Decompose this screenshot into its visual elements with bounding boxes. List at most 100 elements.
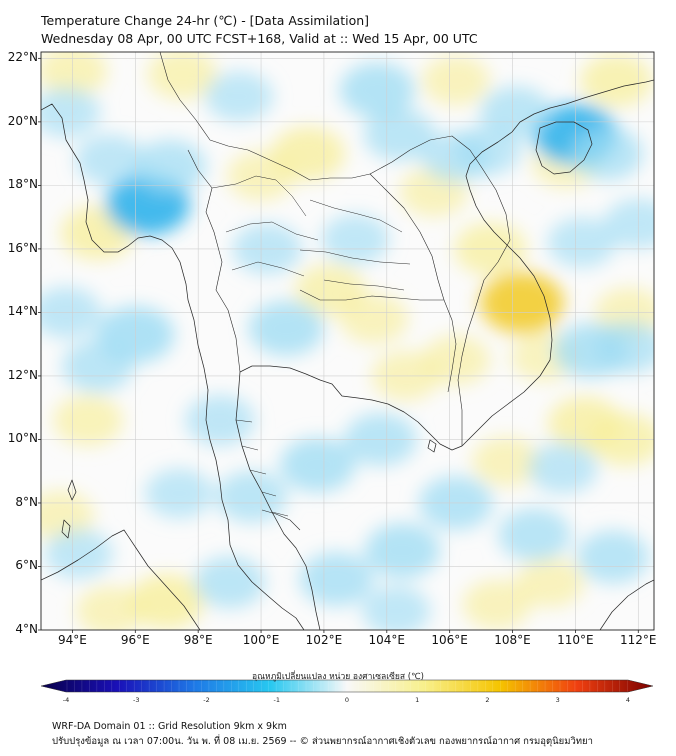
colorbar-tick-label: -2 — [203, 696, 210, 704]
lat-label: 6°N — [15, 558, 38, 573]
colorbar-tick-label: 4 — [625, 696, 631, 704]
warm-anomaly-23 — [421, 55, 491, 106]
colorbar-title: อุณหภูมิเปลี่ยนแปลง หน่วย องศาเซลเซียส (… — [252, 672, 424, 682]
southern-thailand-provinces — [235, 419, 289, 517]
colorbar-outline — [40, 679, 654, 693]
cool-anomaly-39 — [194, 556, 266, 609]
cool-anomaly-40 — [216, 470, 288, 523]
warm-anomaly-7 — [480, 272, 564, 334]
lat-label: 10°N — [7, 431, 38, 446]
lon-label: 104°E — [368, 633, 406, 647]
cambodia-vietnam-border — [457, 279, 485, 446]
cool-anomaly-50 — [527, 442, 598, 494]
warm-anomaly-13 — [472, 436, 541, 487]
vietnam-coastline — [461, 131, 553, 447]
warm-anomaly-20 — [516, 557, 585, 608]
borneo-coastline — [599, 579, 654, 630]
lat-label: 16°N — [7, 240, 38, 255]
gulf-of-thailand-coast — [239, 365, 463, 451]
lat-label: 8°N — [15, 494, 38, 509]
lon-label: 110°E — [557, 633, 594, 647]
lat-label: 12°N — [7, 367, 38, 382]
cool-anomaly-59 — [204, 71, 274, 122]
cool-anomaly-36 — [364, 523, 441, 579]
cool-anomaly-47 — [453, 125, 522, 176]
thailand-cambodia-border — [299, 289, 457, 393]
andaman-islands — [61, 479, 77, 539]
cool-anomaly-32 — [61, 340, 134, 393]
cool-anomaly-30 — [570, 127, 644, 181]
cool-anomaly-28 — [75, 134, 146, 186]
graticule — [41, 52, 654, 630]
phu-quoc-island — [427, 439, 437, 453]
cool-anomaly-43 — [339, 62, 416, 118]
cool-anomaly-42 — [145, 468, 214, 519]
warm-anomaly-17 — [75, 585, 145, 630]
myanmar-china-border — [159, 52, 249, 151]
lon-label: 102°E — [305, 633, 343, 647]
cool-anomaly-27 — [133, 139, 207, 193]
hainan-island — [535, 121, 593, 175]
cool-anomaly-46 — [480, 86, 552, 139]
warm-anomaly-0 — [41, 52, 108, 97]
cool-anomaly-58 — [321, 214, 390, 265]
south-china-coastline — [511, 79, 654, 133]
laos-vietnam-border — [369, 135, 511, 281]
lat-label: 14°N — [7, 304, 38, 319]
lat-label: 18°N — [7, 177, 38, 192]
axis-ticks — [38, 57, 639, 633]
cool-anomaly-34 — [279, 437, 356, 493]
lon-label: 100°E — [242, 633, 280, 647]
malaysia-thailand-border — [261, 509, 301, 531]
cool-anomaly-52 — [576, 530, 650, 584]
cool-anomaly-49 — [593, 321, 654, 374]
warm-anomaly-19 — [462, 579, 532, 630]
warm-anomaly-16 — [129, 573, 205, 629]
sumatra-coastline — [41, 529, 201, 630]
colorbar-stripes — [66, 680, 628, 692]
lon-label: 94°E — [57, 633, 87, 647]
colorbar-tick-label: -4 — [62, 696, 70, 704]
chart-title-line-2: Wednesday 08 Apr, 00 UTC FCST+168, Valid… — [41, 31, 478, 46]
colorbar-tick-label: -3 — [133, 696, 140, 704]
cool-anomaly-41 — [185, 394, 256, 446]
cool-anomaly-56 — [41, 87, 101, 138]
warm-anomaly-1 — [147, 52, 218, 100]
colorbar-tick-label: 2 — [485, 696, 490, 704]
chart-title-line-1: Temperature Change 24-hr (℃) - [Data Ass… — [41, 13, 370, 28]
cool-anomaly-54 — [604, 198, 654, 249]
cool-anomaly-38 — [299, 552, 374, 607]
lat-label: 22°N — [7, 50, 38, 65]
cool-anomaly-61 — [362, 585, 431, 630]
warm-anomaly-5 — [340, 293, 409, 344]
northeast-thailand-provinces — [299, 199, 411, 291]
colorbar — [40, 679, 654, 693]
footer-model-info: WRF-DA Domain 01 :: Grid Resolution 9km … — [52, 721, 287, 732]
warm-anomaly-21 — [579, 54, 653, 108]
cool-anomaly-60 — [44, 528, 113, 579]
colorbar-tick-label: 0 — [344, 696, 350, 704]
lon-label: 106°E — [431, 633, 468, 647]
anomaly-field — [41, 52, 654, 630]
lon-label: 96°E — [120, 633, 150, 647]
cool-anomaly-53 — [547, 217, 616, 268]
map-area: 22°N 20°N 18°N 16°N 14°N 12°N 10°N 8°N 6°N 4°N 94… — [7, 50, 657, 693]
cool-anomaly-33 — [248, 300, 324, 356]
myanmar-west-coastline — [41, 103, 223, 501]
andaman-east-coastline — [221, 499, 305, 630]
lat-label: 20°N — [7, 113, 38, 128]
footer-update-info: ปรับปรุงข้อมูล ณ เวลา 07:00น. วัน พ. ที่… — [52, 736, 593, 747]
lon-label: 98°E — [183, 633, 213, 647]
lon-label: 108°E — [494, 633, 531, 647]
thailand-myanmar-border — [187, 149, 241, 373]
cool-anomaly-51 — [498, 508, 571, 562]
map-canvas — [38, 51, 655, 693]
coastlines-and-borders — [41, 52, 654, 630]
colorbar-tick-label: 1 — [415, 696, 420, 704]
colorbar-tick-label: 3 — [555, 696, 560, 704]
north-thailand-provinces — [211, 175, 319, 277]
lon-label: 112°E — [620, 633, 657, 647]
map-frame — [40, 51, 655, 631]
colorbar-tick-label: -1 — [273, 696, 280, 704]
lat-label: 4°N — [15, 622, 38, 636]
